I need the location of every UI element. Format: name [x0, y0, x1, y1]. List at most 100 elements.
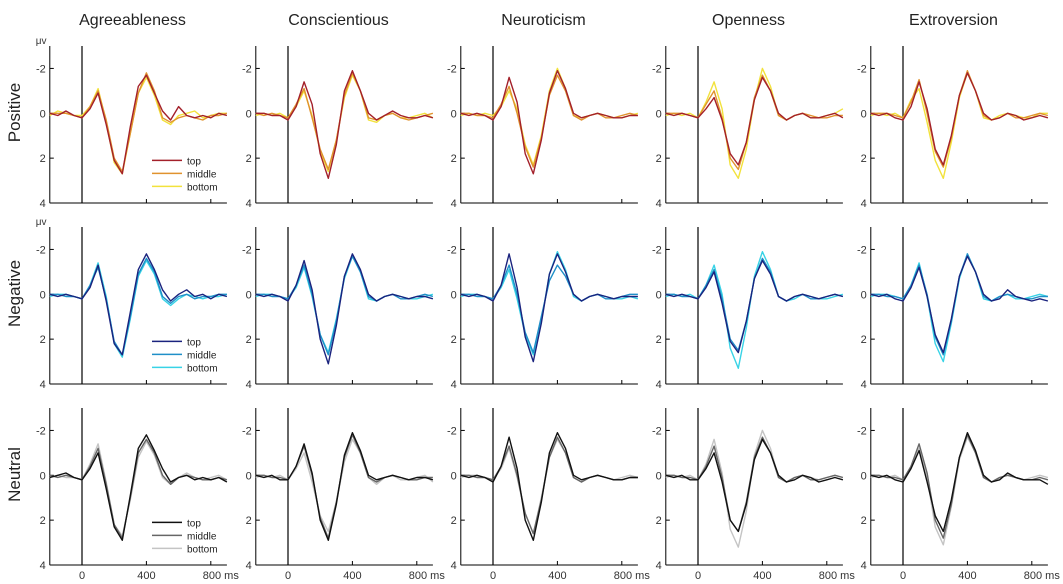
trace-bottom — [255, 255, 434, 354]
trace-top — [870, 432, 1049, 533]
unit-label: μv — [36, 217, 47, 228]
trace-middle — [255, 434, 433, 539]
trace-top — [460, 432, 638, 541]
unit-label: μv — [36, 36, 47, 47]
y-tick-label: 2 — [861, 153, 867, 165]
y-tick-label: 2 — [40, 153, 46, 165]
trace-middle — [255, 255, 434, 356]
row-labels: Positive Negative Neutral — [5, 83, 24, 502]
y-tick-label: 2 — [656, 515, 662, 527]
legend-label-middle: middle — [187, 350, 217, 361]
trace-middle — [870, 253, 1048, 356]
legend-label-bottom: bottom — [187, 544, 218, 555]
x-tick-label: 0 — [695, 570, 701, 582]
y-tick-label: 2 — [451, 153, 457, 165]
x-tick-label: 400 — [753, 570, 771, 582]
trace-bottom — [870, 436, 1049, 546]
y-tick-label: 2 — [656, 334, 662, 346]
x-tick-label: 800 ms — [614, 570, 651, 582]
y-tick-label: 0 — [861, 470, 867, 482]
y-tick-label: 4 — [40, 198, 46, 210]
y-tick-label: 0 — [40, 470, 46, 482]
trace-middle — [460, 264, 638, 354]
panel-neutral-agreeableness: -2 0 2 4 0 400 800 ms top middle bottom — [36, 408, 239, 582]
trace-bottom — [255, 438, 434, 533]
column-title-openness: Openness — [712, 12, 785, 29]
trace-top — [255, 69, 434, 180]
column-title-extroversion: Extroversion — [909, 12, 998, 29]
y-tick-label: 0 — [451, 289, 457, 301]
x-tick-label: 400 — [343, 570, 361, 582]
panel-negative-extroversion: -2 0 2 4 — [857, 227, 1049, 391]
panel-negative-neuroticism: -2 0 2 4 — [447, 227, 639, 391]
legend-label-middle: middle — [187, 169, 217, 180]
y-tick-label: 4 — [861, 198, 867, 210]
trace-top — [49, 434, 228, 541]
panel-positive-conscientious: -2 0 2 4 — [242, 46, 434, 210]
y-tick-label: 0 — [246, 289, 252, 301]
y-tick-label: -2 — [857, 425, 867, 437]
y-tick-label: 4 — [656, 198, 662, 210]
trace-top — [255, 432, 434, 541]
trace-top — [460, 69, 638, 175]
y-tick-label: -2 — [652, 63, 662, 75]
y-tick-label: 0 — [246, 470, 252, 482]
y-tick-label: 4 — [451, 198, 457, 210]
legend-label-bottom: bottom — [187, 182, 218, 193]
y-tick-label: 4 — [861, 560, 867, 572]
x-tick-label: 400 — [958, 570, 976, 582]
y-tick-label: 2 — [246, 153, 252, 165]
legend-label-top: top — [187, 518, 201, 529]
y-tick-label: 2 — [40, 515, 46, 527]
y-tick-label: 0 — [656, 470, 662, 482]
row-label-positive: Positive — [5, 83, 24, 143]
panel-neutral-conscientious: -2 0 2 4 0 400 800 ms — [242, 408, 445, 582]
trace-middle — [665, 257, 844, 352]
y-tick-label: -2 — [36, 244, 46, 256]
y-tick-label: 4 — [451, 560, 457, 572]
trace-top — [255, 253, 434, 365]
y-tick-label: 2 — [861, 515, 867, 527]
y-tick-label: 0 — [451, 108, 457, 120]
y-tick-label: 2 — [246, 515, 252, 527]
legend-negative: top middle bottom — [152, 337, 218, 374]
y-tick-label: 4 — [451, 379, 457, 391]
y-tick-label: 0 — [656, 108, 662, 120]
x-tick-label: 0 — [285, 570, 291, 582]
y-tick-label: -2 — [36, 425, 46, 437]
y-tick-label: -2 — [857, 63, 867, 75]
panels: -2 0 2 4 μv top middle bottom -2 0 2 4 -2 0 2 4 -2 0 2 4 -2 0… — [36, 36, 1061, 582]
trace-bottom — [665, 429, 844, 548]
legend-label-middle: middle — [187, 531, 217, 542]
legend-neutral: top middle bottom — [152, 518, 218, 555]
y-tick-label: -2 — [447, 425, 457, 437]
x-tick-label: 800 ms — [1024, 570, 1061, 582]
row-label-neutral: Neutral — [5, 447, 24, 502]
y-tick-label: 2 — [40, 334, 46, 346]
panel-positive-neuroticism: -2 0 2 4 — [447, 46, 639, 210]
panel-neutral-extroversion: -2 0 2 4 0 400 800 ms — [857, 408, 1060, 582]
x-tick-label: 400 — [137, 570, 155, 582]
panel-negative-agreeableness: -2 0 2 4 μv top middle bottom — [36, 217, 228, 391]
y-tick-label: -2 — [36, 63, 46, 75]
trace-top — [460, 253, 638, 363]
trace-top — [870, 72, 1049, 166]
x-tick-label: 0 — [79, 570, 85, 582]
panel-neutral-openness: -2 0 2 4 0 400 800 ms — [652, 408, 855, 582]
x-tick-label: 400 — [548, 570, 566, 582]
legend-positive: top middle bottom — [152, 156, 218, 193]
x-tick-label: 800 ms — [819, 570, 856, 582]
trace-top — [665, 76, 844, 166]
y-tick-label: 4 — [40, 560, 46, 572]
y-tick-label: 2 — [451, 334, 457, 346]
y-tick-label: -2 — [652, 425, 662, 437]
y-tick-label: 4 — [656, 379, 662, 391]
trace-middle — [665, 74, 843, 171]
x-tick-label: 800 ms — [203, 570, 240, 582]
panel-negative-conscientious: -2 0 2 4 — [242, 227, 434, 391]
y-tick-label: 4 — [246, 379, 252, 391]
panel-neutral-neuroticism: -2 0 2 4 0 400 800 ms — [447, 408, 650, 582]
y-tick-label: 4 — [40, 379, 46, 391]
y-tick-label: 2 — [246, 334, 252, 346]
